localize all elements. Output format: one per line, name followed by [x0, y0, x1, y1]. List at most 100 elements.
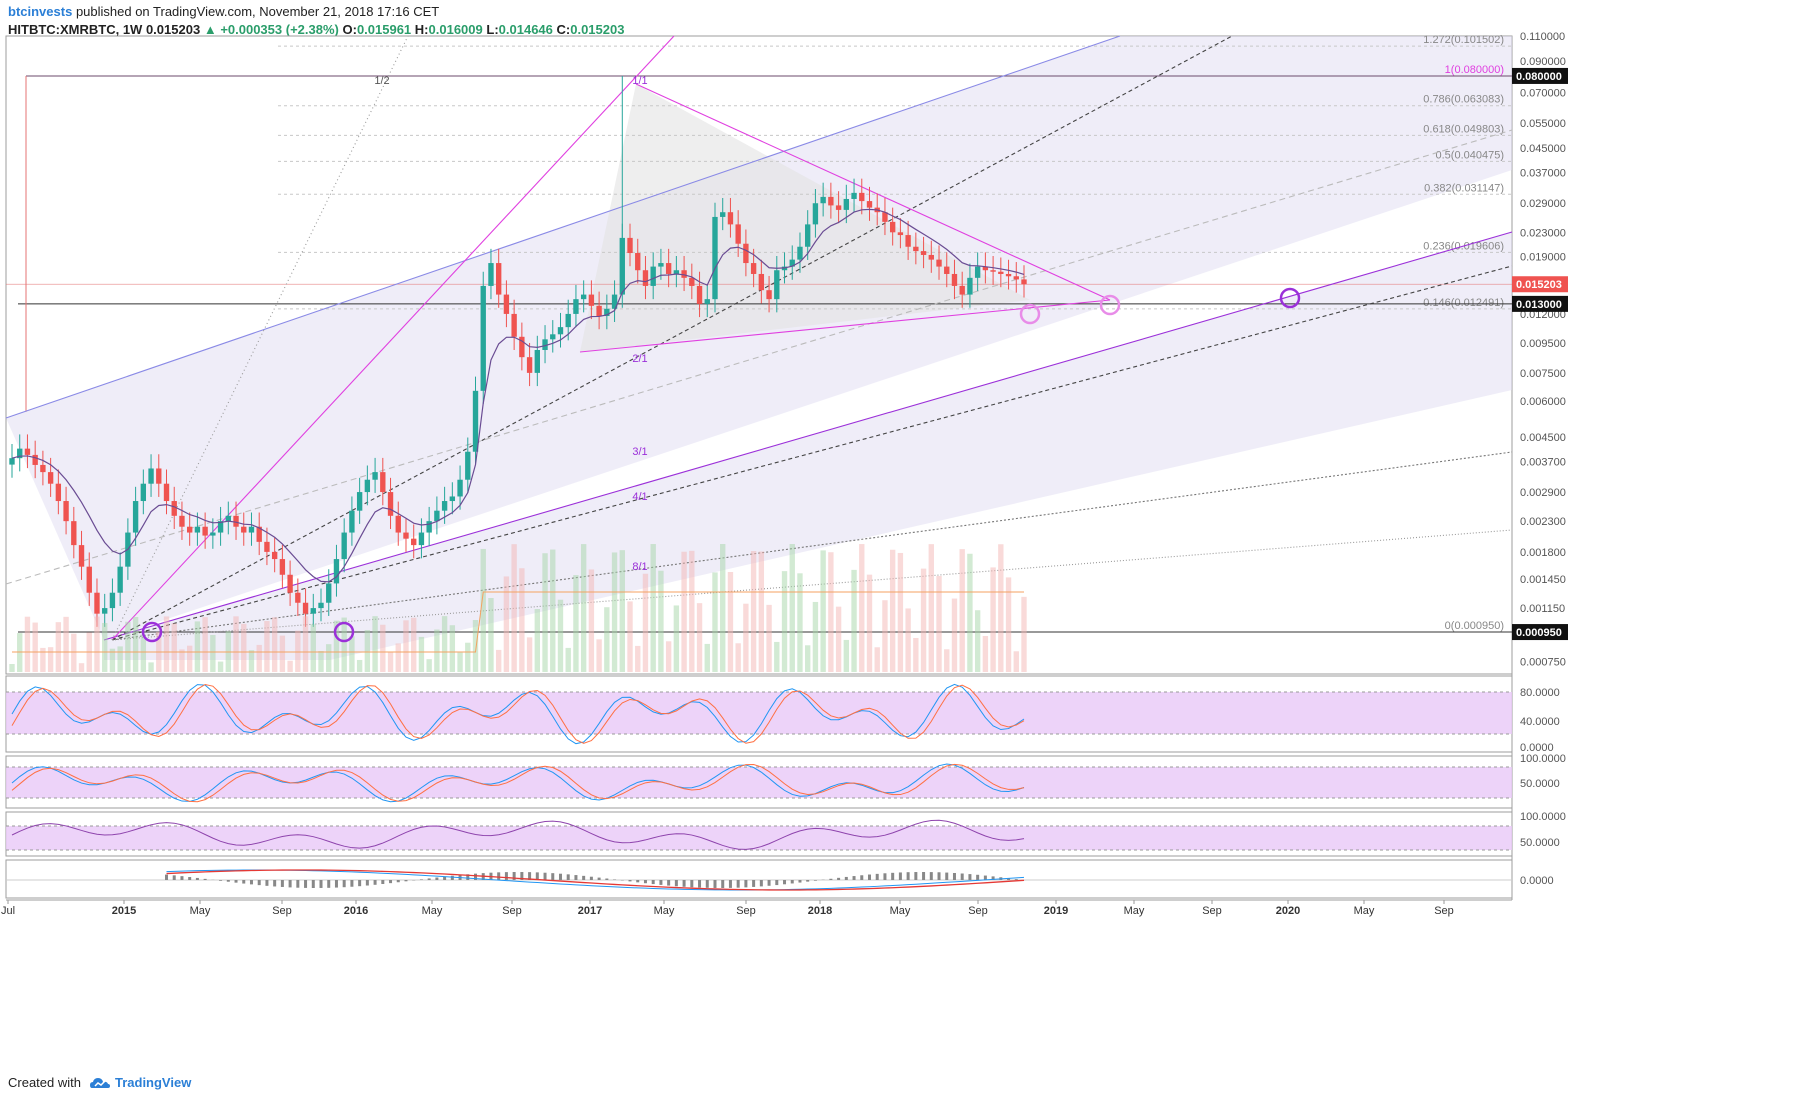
candle-body	[611, 294, 618, 309]
candle-body	[673, 270, 680, 274]
volume-bar	[936, 576, 942, 672]
trend-line-0	[5, 35, 1121, 419]
candle-body	[418, 532, 425, 546]
volume-bar	[302, 616, 309, 672]
candle-body	[920, 251, 927, 255]
candle-body	[588, 294, 595, 306]
candle-body	[109, 592, 116, 609]
volume-bar	[580, 544, 587, 672]
macd-histogram-bar	[535, 872, 539, 880]
volume-bar	[202, 617, 208, 672]
ohlc-legend: HITBTC:XMRBTC, 1W 0.015203 ▲ +0.000353 (…	[8, 22, 624, 38]
time-axis-label-18: Sep	[1434, 905, 1454, 917]
macd-histogram-bar	[713, 880, 717, 888]
fib-level-label: 0.382(0.031147)	[1424, 182, 1504, 194]
macd-histogram-bar	[589, 876, 593, 880]
candle-body	[496, 263, 502, 295]
candle-body	[40, 464, 46, 473]
macd-histogram-bar	[389, 880, 393, 884]
time-axis-label-17: May	[1354, 905, 1375, 917]
candle-body	[132, 501, 139, 533]
volume-bar	[295, 630, 301, 672]
volume-bar	[805, 645, 811, 672]
volume-bar	[619, 550, 625, 672]
oscillator-axis-tick: 80.0000	[1520, 687, 1560, 699]
macd-histogram-bar	[528, 872, 532, 880]
volume-bar	[797, 573, 803, 672]
macd-histogram-bar	[520, 872, 524, 880]
macd-histogram-bar	[852, 876, 856, 880]
macd-histogram-bar	[898, 872, 902, 880]
candle-body	[333, 559, 340, 584]
macd-histogram-bar	[860, 875, 864, 880]
macd-histogram-bar	[968, 874, 972, 880]
volume-bar	[665, 641, 672, 672]
time-axis-label-0: Jul	[1, 905, 15, 917]
last-price: 0.015203	[145, 22, 201, 37]
candle-body	[812, 203, 819, 225]
low-label: L:	[486, 22, 499, 37]
candle-body	[974, 266, 981, 278]
macd-histogram-bar	[512, 872, 516, 880]
fib-level-label: 1(0.080000)	[1445, 64, 1504, 76]
candle-body	[635, 253, 641, 271]
volume-bar	[179, 649, 185, 672]
oscillator-axis-tick: 100.0000	[1520, 753, 1566, 765]
macd-histogram-bar	[474, 873, 478, 880]
fib-level-label: 0(0.000950)	[1445, 620, 1504, 632]
volume-bar	[534, 609, 540, 672]
candle-body	[32, 454, 38, 465]
macd-histogram-bar	[952, 872, 956, 880]
fib-level-label: 0.618(0.049803)	[1423, 123, 1504, 135]
volume-bar	[210, 634, 216, 672]
time-axis-label-15: Sep	[1202, 905, 1222, 917]
macd-histogram-bar	[698, 880, 702, 888]
price-axis-tick-20: 0.001150	[1520, 603, 1565, 615]
candle-body	[944, 266, 950, 274]
volume-bar	[55, 622, 62, 672]
volume-bar	[511, 544, 517, 672]
volume-bar	[271, 617, 278, 672]
macd-histogram-bar	[674, 880, 678, 887]
candle-body	[380, 472, 386, 493]
created-with-label: Created with	[8, 1075, 81, 1090]
candle-body	[310, 608, 316, 614]
macd-histogram-bar	[582, 875, 586, 880]
moving-average-line	[11, 208, 1025, 583]
candle-body	[743, 243, 749, 264]
macd-histogram-bar	[188, 877, 192, 880]
author-link[interactable]: btcinvests	[8, 4, 73, 19]
candle-body	[526, 357, 533, 373]
volume-bar	[1021, 596, 1027, 672]
volume-bar	[125, 621, 131, 672]
oscillator-axis-tick: 100.0000	[1520, 811, 1566, 823]
trend-line-2	[111, 35, 675, 641]
oscillator-band-3	[6, 826, 1512, 850]
volume-bar	[750, 551, 757, 672]
price-tag-label-1: 0.015203	[1516, 279, 1562, 291]
volume-bar	[542, 553, 548, 672]
volume-bar	[526, 637, 533, 672]
volume-bar	[465, 642, 471, 672]
volume-bar	[557, 599, 564, 672]
close-value: 0.015203	[570, 22, 625, 37]
macd-histogram-bar	[728, 880, 732, 888]
volume-bar	[990, 567, 996, 672]
volume-bar	[310, 624, 316, 672]
candle-body	[1021, 279, 1027, 285]
candle-body	[457, 479, 463, 497]
candle-body	[55, 483, 62, 502]
candle-body	[295, 592, 301, 603]
macd-histogram-bar	[234, 880, 238, 883]
macd-histogram-bar	[906, 872, 910, 880]
volume-bar	[426, 659, 432, 672]
candle-body	[982, 266, 989, 271]
tradingview-logo[interactable]: TradingView	[89, 1075, 191, 1090]
macd-histogram-bar	[466, 874, 470, 880]
volume-bar	[704, 643, 710, 672]
candle-body	[156, 468, 162, 484]
volume-bar	[820, 550, 826, 672]
volume-bar	[194, 621, 201, 672]
macd-histogram-bar	[605, 878, 609, 880]
